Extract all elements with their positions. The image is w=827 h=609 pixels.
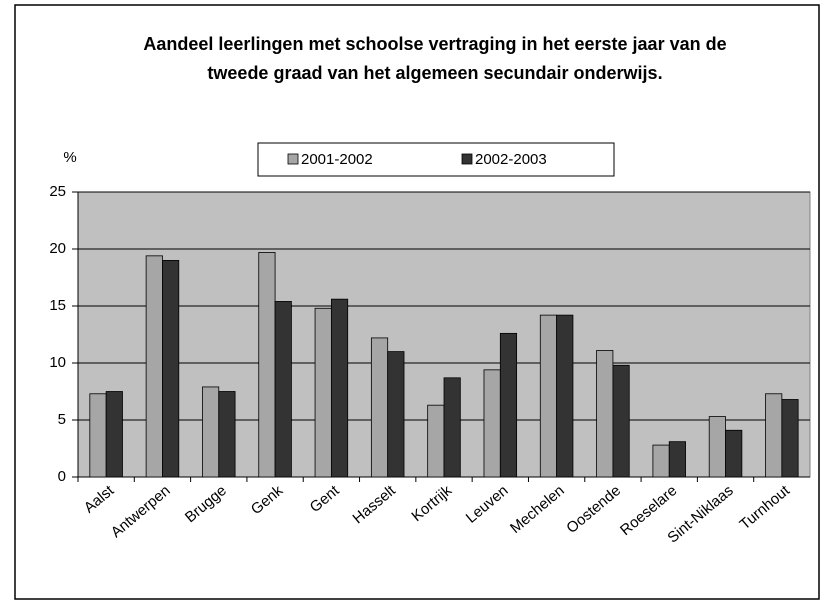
y-tick-label: 5 bbox=[58, 411, 66, 428]
bar bbox=[218, 391, 236, 478]
bar bbox=[162, 259, 180, 478]
y-tick-label: 0 bbox=[58, 468, 66, 485]
y-axis-label: % bbox=[63, 149, 76, 166]
bar bbox=[781, 399, 799, 478]
chart-title: Aandeel leerlingen met schoolse vertragi… bbox=[143, 34, 727, 83]
bar bbox=[708, 416, 726, 478]
bar bbox=[202, 386, 220, 478]
bar bbox=[556, 314, 574, 478]
y-tick-label: 25 bbox=[49, 183, 66, 200]
y-tick-label: 10 bbox=[49, 354, 66, 371]
bar bbox=[427, 404, 445, 478]
bar bbox=[539, 314, 558, 478]
legend-swatch bbox=[461, 153, 473, 165]
bar bbox=[443, 377, 461, 478]
bar bbox=[483, 369, 501, 478]
legend-box bbox=[257, 142, 615, 177]
legend-swatch bbox=[287, 153, 299, 165]
legend-label: 2002-2003 bbox=[475, 151, 547, 168]
bar bbox=[596, 350, 614, 478]
bar bbox=[387, 351, 405, 478]
bar bbox=[370, 337, 389, 478]
bar bbox=[725, 429, 743, 478]
y-tick-label: 15 bbox=[49, 297, 66, 314]
bar bbox=[499, 332, 518, 478]
bar bbox=[652, 444, 670, 478]
bar bbox=[330, 298, 349, 478]
bar bbox=[612, 364, 630, 478]
bar bbox=[765, 393, 783, 478]
legend-label: 2001-2002 bbox=[301, 151, 373, 168]
bar bbox=[89, 393, 107, 478]
bar bbox=[105, 391, 123, 478]
bar bbox=[145, 255, 163, 478]
bar bbox=[274, 301, 292, 478]
y-tick-label: 20 bbox=[49, 240, 66, 257]
bar bbox=[258, 252, 276, 478]
bar bbox=[314, 307, 332, 478]
bar bbox=[668, 441, 686, 478]
